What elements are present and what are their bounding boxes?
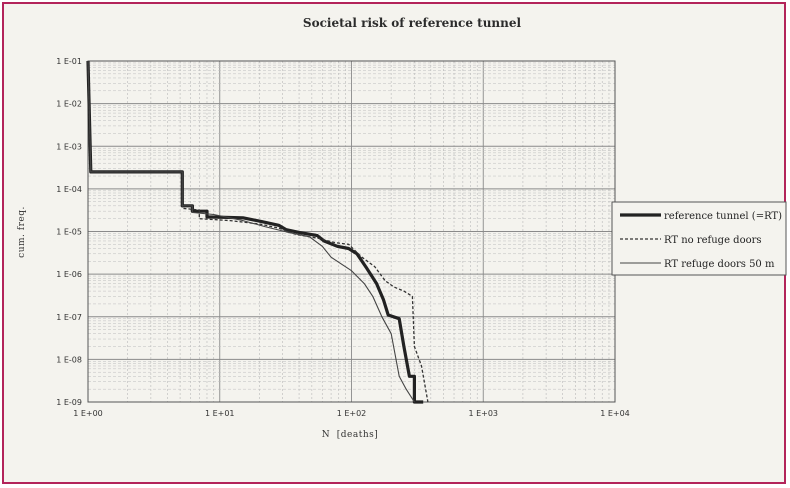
y-tick-label: 1 E-01	[56, 57, 82, 66]
y-tick-label: 1 E-09	[56, 398, 82, 407]
grid	[88, 61, 615, 402]
legend-label-1: reference tunnel (=RT)	[664, 211, 782, 222]
y-tick-label: 1 E-07	[56, 313, 82, 322]
series-lines	[86, 60, 429, 404]
legend-label-3: RT refuge doors 50 m	[664, 259, 775, 270]
y-tick-label: 1 E-04	[56, 185, 82, 194]
x-tick-label: 1 E+02	[337, 409, 367, 418]
legend-label-2: RT no refuge doors	[664, 235, 762, 246]
x-tick-label: 1 E+03	[468, 409, 498, 418]
y-axis-label: cum. freq.	[17, 206, 27, 258]
x-tick-label: 1 E+04	[600, 409, 630, 418]
y-tick-label: 1 E-08	[56, 355, 82, 364]
y-tick-label: 1 E-03	[56, 142, 82, 151]
y-tick-label: 1 E-06	[56, 270, 82, 279]
x-tick-labels: 1 E+00 1 E+01 1 E+02 1 E+03 1 E+04	[73, 409, 630, 418]
y-tick-label: 1 E-05	[56, 228, 82, 237]
x-tick-label: 1 E+01	[205, 409, 235, 418]
chart-title: Societal risk of reference tunnel	[303, 16, 522, 30]
y-tick-labels: 1 E-01 1 E-02 1 E-03 1 E-04 1 E-05 1 E-06 1 E-…	[56, 57, 82, 407]
x-tick-label: 1 E+00	[73, 409, 103, 418]
legend: reference tunnel (=RT) RT no refuge doors…	[611, 201, 787, 276]
series-line-3	[87, 60, 415, 403]
y-tick-label: 1 E-02	[56, 100, 82, 109]
series-line-2	[87, 60, 429, 403]
x-axis-label: N [deaths]	[322, 430, 379, 440]
